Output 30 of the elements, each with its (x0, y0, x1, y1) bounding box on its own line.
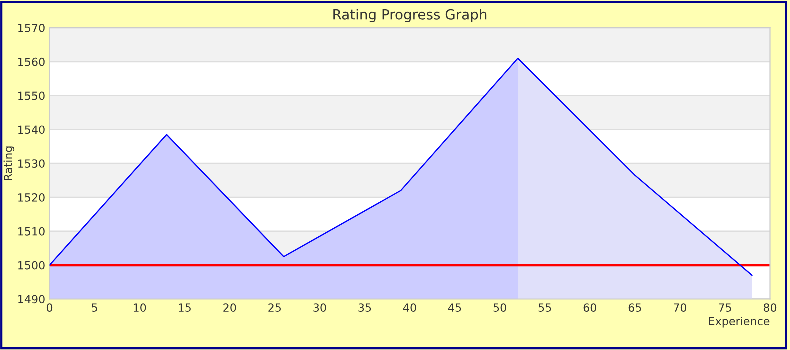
y-tick-label: 1530 (18, 160, 45, 168)
y-tick-label: 1490 (18, 295, 45, 304)
x-tick-label: 80 (764, 304, 777, 312)
y-tick-label: 1560 (18, 58, 45, 66)
x-tick-label: 75 (719, 304, 732, 312)
x-tick-label: 10 (134, 304, 146, 312)
x-tick-label: 20 (224, 304, 236, 312)
y-axis-title: Rating (4, 146, 15, 180)
x-tick-label: 15 (179, 304, 191, 312)
x-tick-label: 55 (538, 304, 552, 312)
line-series (50, 58, 753, 276)
x-tick-label: 0 (46, 304, 53, 312)
x-tick-label: 25 (268, 304, 282, 312)
y-tick-label: 1550 (18, 92, 45, 100)
x-tick-label: 60 (584, 304, 596, 312)
chart-title: Rating Progress Graph (334, 9, 487, 23)
x-tick-label: 45 (448, 304, 462, 312)
x-tick-label: 65 (628, 304, 642, 312)
y-tick-label: 1540 (18, 126, 45, 134)
y-tick-label: 1520 (18, 194, 45, 202)
y-tick-label: 1500 (18, 261, 45, 270)
x-tick-label: 70 (674, 304, 687, 312)
x-tick-label: 30 (314, 304, 326, 312)
x-tick-label: 35 (358, 304, 372, 312)
x-tick-label: 50 (494, 304, 506, 312)
x-tick-label: 5 (92, 304, 98, 312)
x-tick-label: 40 (403, 304, 416, 312)
x-axis-title: Experience (709, 316, 770, 328)
y-tick-label: 1570 (18, 24, 45, 32)
y-tick-label: 1510 (18, 227, 45, 236)
